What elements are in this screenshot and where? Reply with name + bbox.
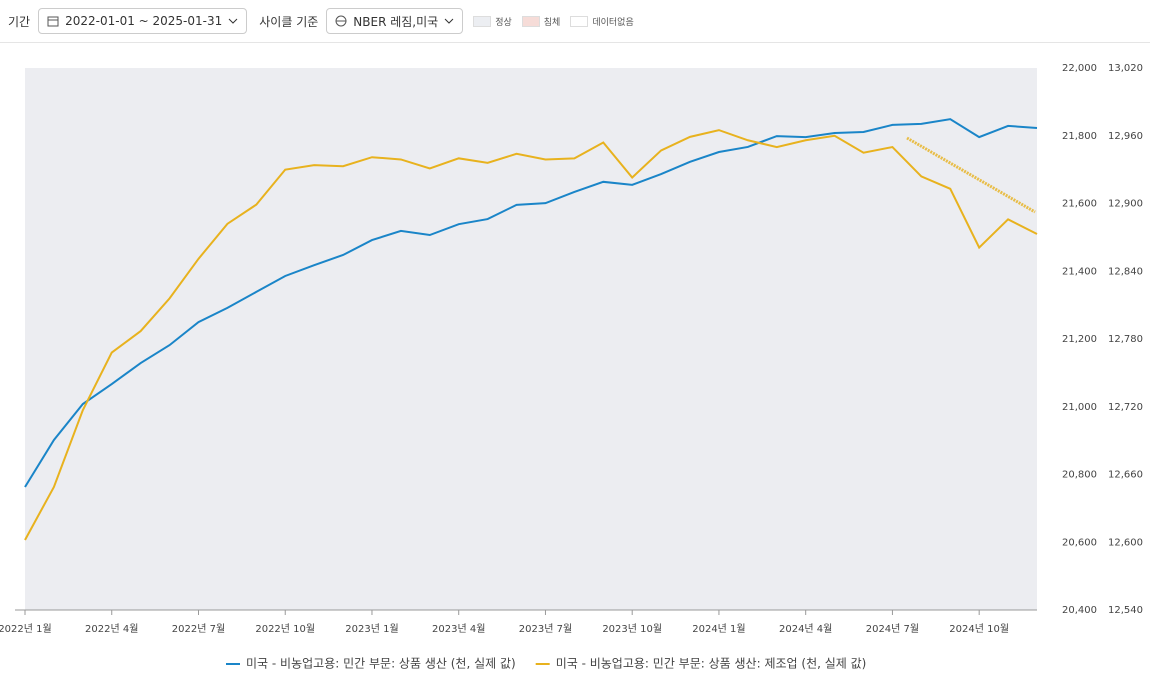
- y2-tick-label: 12,660: [1108, 470, 1143, 481]
- x-tick-label: 2023년 10월: [602, 623, 662, 635]
- series-line: [24, 129, 1038, 541]
- x-tick-label: 2024년 1월: [692, 623, 745, 635]
- y2-tick-label: 12,720: [1108, 402, 1143, 413]
- y-tick-label: 21,200: [1062, 334, 1097, 345]
- x-tick-label: 2022년 1월: [0, 623, 52, 635]
- legend-chip: 정상: [473, 15, 512, 28]
- x-tick-label: 2023년 4월: [432, 623, 485, 635]
- y2-tick-label: 12,960: [1108, 131, 1143, 142]
- x-tick-label: 2024년 7월: [866, 623, 919, 635]
- chip-label: 정상: [495, 17, 512, 28]
- trend-line: [906, 136, 1036, 214]
- legend-label: 미국 - 비농업고용: 민간 부문: 상품 생산: 제조업 (천, 실제 값): [556, 656, 867, 671]
- series-line: [24, 118, 1038, 488]
- y-tick-label: 20,800: [1062, 470, 1097, 481]
- x-tick-label: 2023년 7월: [519, 623, 572, 635]
- globe-icon: [335, 15, 347, 27]
- legend-chip: 침체: [521, 15, 561, 28]
- period-label: 기간: [8, 14, 31, 29]
- cycle-label: 사이클 기준: [259, 14, 319, 29]
- plot-background: [25, 68, 1037, 610]
- cycle-button[interactable]: NBER 레짐,미국: [326, 8, 464, 34]
- period-button[interactable]: 2022-01-01 ~ 2025-01-31: [38, 8, 248, 34]
- chip-label: 침체: [543, 17, 561, 28]
- y-tick-label: 21,000: [1062, 402, 1097, 413]
- chevron: [444, 18, 454, 24]
- legend-chip: 데이터없음: [570, 15, 634, 28]
- y-tick-label: 20,400: [1062, 605, 1097, 616]
- chevron: [228, 18, 238, 24]
- y2-tick-label: 12,780: [1108, 334, 1143, 345]
- y-tick-label: 21,800: [1062, 131, 1097, 142]
- y2-tick-label: 12,900: [1108, 199, 1143, 210]
- y-tick-label: 20,600: [1062, 537, 1097, 548]
- y-tick-label: 21,400: [1062, 266, 1097, 277]
- x-tick-label: 2023년 1월: [345, 623, 398, 635]
- y-tick-label: 22,000: [1062, 63, 1097, 74]
- cycle-value: NBER 레짐,미국: [353, 14, 439, 29]
- legend-label: 미국 - 비농업고용: 민간 부문: 상품 생산 (천, 실제 값): [246, 656, 516, 671]
- y-tick-label: 21,600: [1062, 199, 1097, 210]
- calendar-icon: [47, 16, 59, 27]
- x-tick-label: 2024년 4월: [779, 623, 832, 635]
- period-value: 2022-01-01 ~ 2025-01-31: [65, 14, 223, 28]
- x-tick-label: 2022년 10월: [255, 623, 315, 635]
- x-tick-label: 2022년 4월: [85, 623, 138, 635]
- x-tick-label: 2022년 7월: [172, 623, 225, 635]
- chip-label: 데이터없음: [592, 17, 634, 28]
- y2-tick-label: 12,540: [1108, 605, 1143, 616]
- x-tick-label: 2024년 10월: [949, 623, 1009, 635]
- toolbar: 기간 2022-01-01 ~ 2025-01-31 사이클 기준 NBER 레…: [0, 0, 1150, 43]
- y2-tick-label: 12,600: [1108, 537, 1143, 548]
- y2-tick-label: 12,840: [1108, 266, 1143, 277]
- y2-tick-label: 13,020: [1108, 63, 1143, 74]
